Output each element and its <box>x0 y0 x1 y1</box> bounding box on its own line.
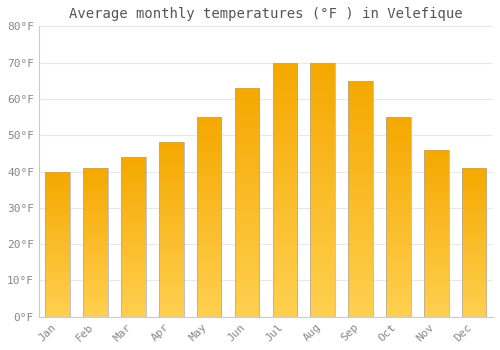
Bar <box>197 117 222 317</box>
Bar <box>424 150 448 317</box>
Bar <box>272 63 297 317</box>
Bar <box>159 142 184 317</box>
Bar <box>386 117 410 317</box>
Bar <box>121 157 146 317</box>
Title: Average monthly temperatures (°F ) in Velefique: Average monthly temperatures (°F ) in Ve… <box>69 7 462 21</box>
Bar <box>234 88 260 317</box>
Bar <box>310 63 335 317</box>
Bar <box>348 81 373 317</box>
Bar <box>46 172 70 317</box>
Bar <box>462 168 486 317</box>
Bar <box>84 168 108 317</box>
